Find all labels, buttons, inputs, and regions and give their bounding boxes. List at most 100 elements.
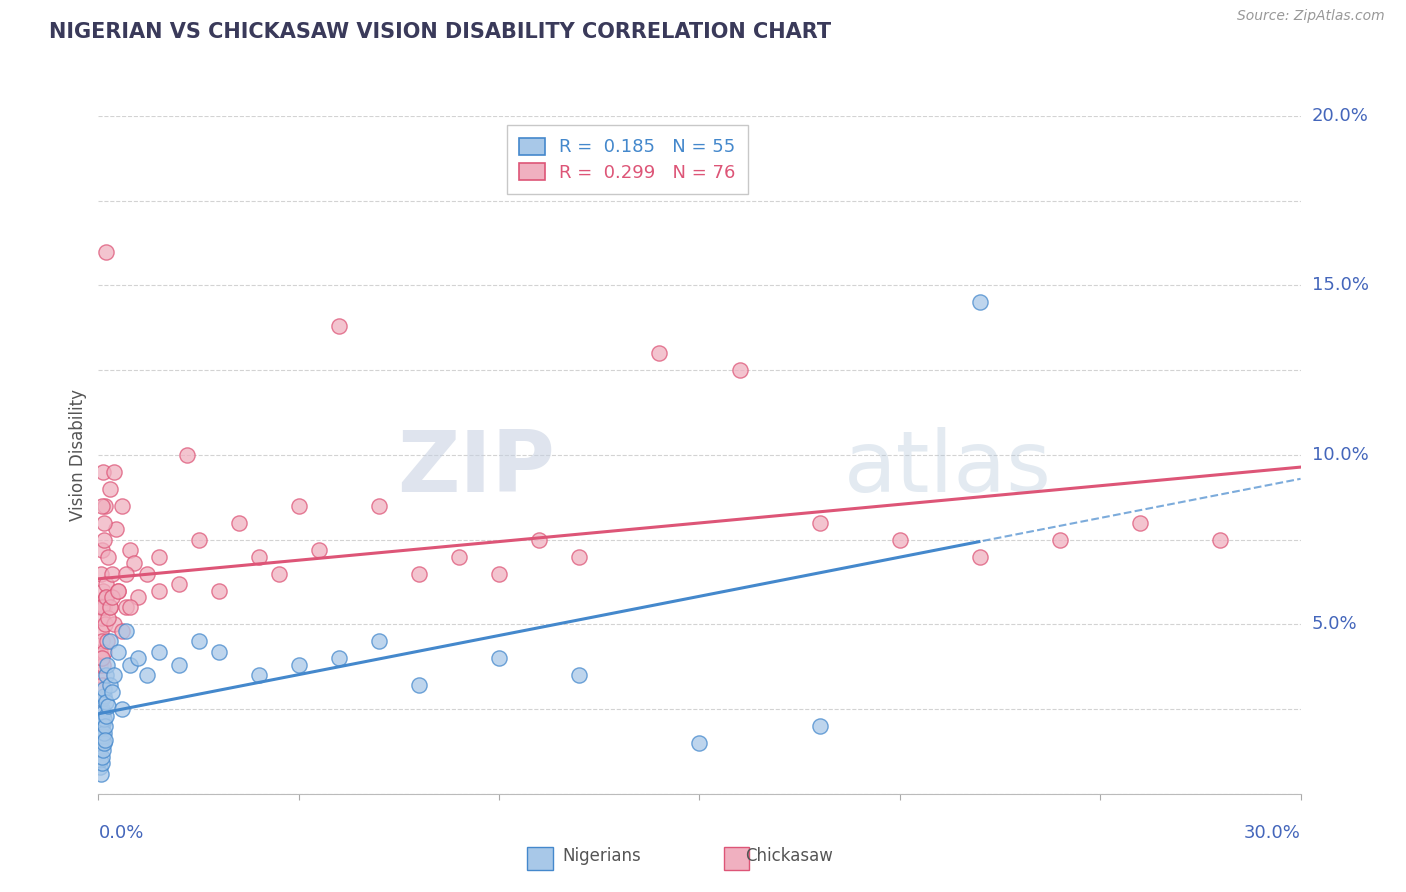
Point (96, 576, 118, 591)
Point (91, 465, 114, 479)
Point (93, 689, 115, 703)
Point (128, 591, 150, 605)
Point (94, 719, 117, 733)
Point (488, 566, 510, 581)
Point (94, 499, 117, 513)
Point (90, 678, 112, 692)
Point (208, 583, 231, 598)
Point (247, 668, 270, 682)
Point (969, 549, 991, 564)
Text: 30.0%: 30.0% (1244, 824, 1301, 842)
Point (94, 617, 117, 632)
Point (93, 533, 115, 547)
Text: 5.0%: 5.0% (1312, 615, 1357, 633)
Point (90, 499, 112, 513)
Point (93, 644, 115, 658)
Point (91, 542, 114, 557)
Point (135, 566, 157, 581)
Point (89, 719, 111, 733)
Point (98, 600, 121, 615)
Point (90, 624, 112, 639)
Point (120, 600, 142, 615)
Point (103, 617, 125, 632)
Point (148, 583, 170, 598)
Point (89, 692, 111, 706)
Point (93, 681, 115, 696)
Point (89, 760, 111, 774)
Point (187, 634, 209, 648)
Text: Chickasaw: Chickasaw (745, 847, 832, 865)
Point (93, 726, 115, 740)
Point (96, 634, 118, 648)
Point (91, 729, 114, 743)
Point (90, 712, 112, 726)
Point (969, 295, 991, 310)
Point (101, 591, 124, 605)
Legend: R =  0.185   N = 55, R =  0.299   N = 76: R = 0.185 N = 55, R = 0.299 N = 76 (506, 125, 748, 194)
Point (107, 644, 129, 658)
Point (808, 719, 831, 733)
Text: 10.0%: 10.0% (1312, 446, 1368, 464)
Point (96, 695, 118, 709)
Point (89, 753, 111, 767)
Point (94, 591, 117, 605)
Point (124, 557, 146, 571)
Point (228, 516, 250, 530)
Point (100, 600, 122, 615)
Point (100, 482, 122, 496)
Point (91, 706, 114, 720)
Point (101, 685, 124, 699)
Point (115, 624, 138, 639)
Point (115, 600, 138, 615)
Point (93, 712, 115, 726)
Point (103, 465, 125, 479)
Point (90, 756, 112, 771)
Point (101, 566, 124, 581)
Point (408, 566, 430, 581)
Point (91, 658, 114, 673)
Text: 20.0%: 20.0% (1312, 107, 1368, 125)
Point (287, 658, 309, 673)
Point (91, 600, 114, 615)
Point (167, 658, 190, 673)
Point (97, 610, 120, 624)
Point (128, 651, 150, 665)
Point (808, 516, 831, 530)
Point (103, 668, 125, 682)
Point (93, 516, 115, 530)
Point (91, 723, 114, 737)
Text: Nigerians: Nigerians (562, 847, 641, 865)
Text: Source: ZipAtlas.com: Source: ZipAtlas.com (1237, 9, 1385, 23)
Point (267, 566, 290, 581)
Point (97, 549, 120, 564)
Point (91, 715, 114, 730)
Text: atlas: atlas (844, 427, 1052, 510)
Point (107, 583, 129, 598)
Point (93, 736, 115, 750)
Point (89, 644, 111, 658)
Point (111, 499, 134, 513)
Point (1209, 533, 1232, 547)
Point (187, 533, 209, 547)
Point (90, 566, 112, 581)
Point (328, 651, 350, 665)
Point (148, 549, 170, 564)
Point (368, 499, 391, 513)
Point (91, 702, 114, 716)
Point (176, 448, 198, 462)
Point (100, 634, 122, 648)
Point (120, 542, 142, 557)
Text: 0.0%: 0.0% (98, 824, 143, 842)
Point (90, 732, 112, 747)
Point (167, 576, 190, 591)
Point (90, 726, 112, 740)
Point (648, 346, 671, 360)
Point (98, 678, 121, 692)
Text: NIGERIAN VS CHICKASAW VISION DISABILITY CORRELATION CHART: NIGERIAN VS CHICKASAW VISION DISABILITY … (49, 22, 831, 42)
Text: 15.0%: 15.0% (1312, 277, 1368, 294)
Point (91, 692, 114, 706)
Point (105, 523, 128, 537)
Point (568, 668, 591, 682)
Point (90, 766, 112, 780)
Point (107, 583, 129, 598)
